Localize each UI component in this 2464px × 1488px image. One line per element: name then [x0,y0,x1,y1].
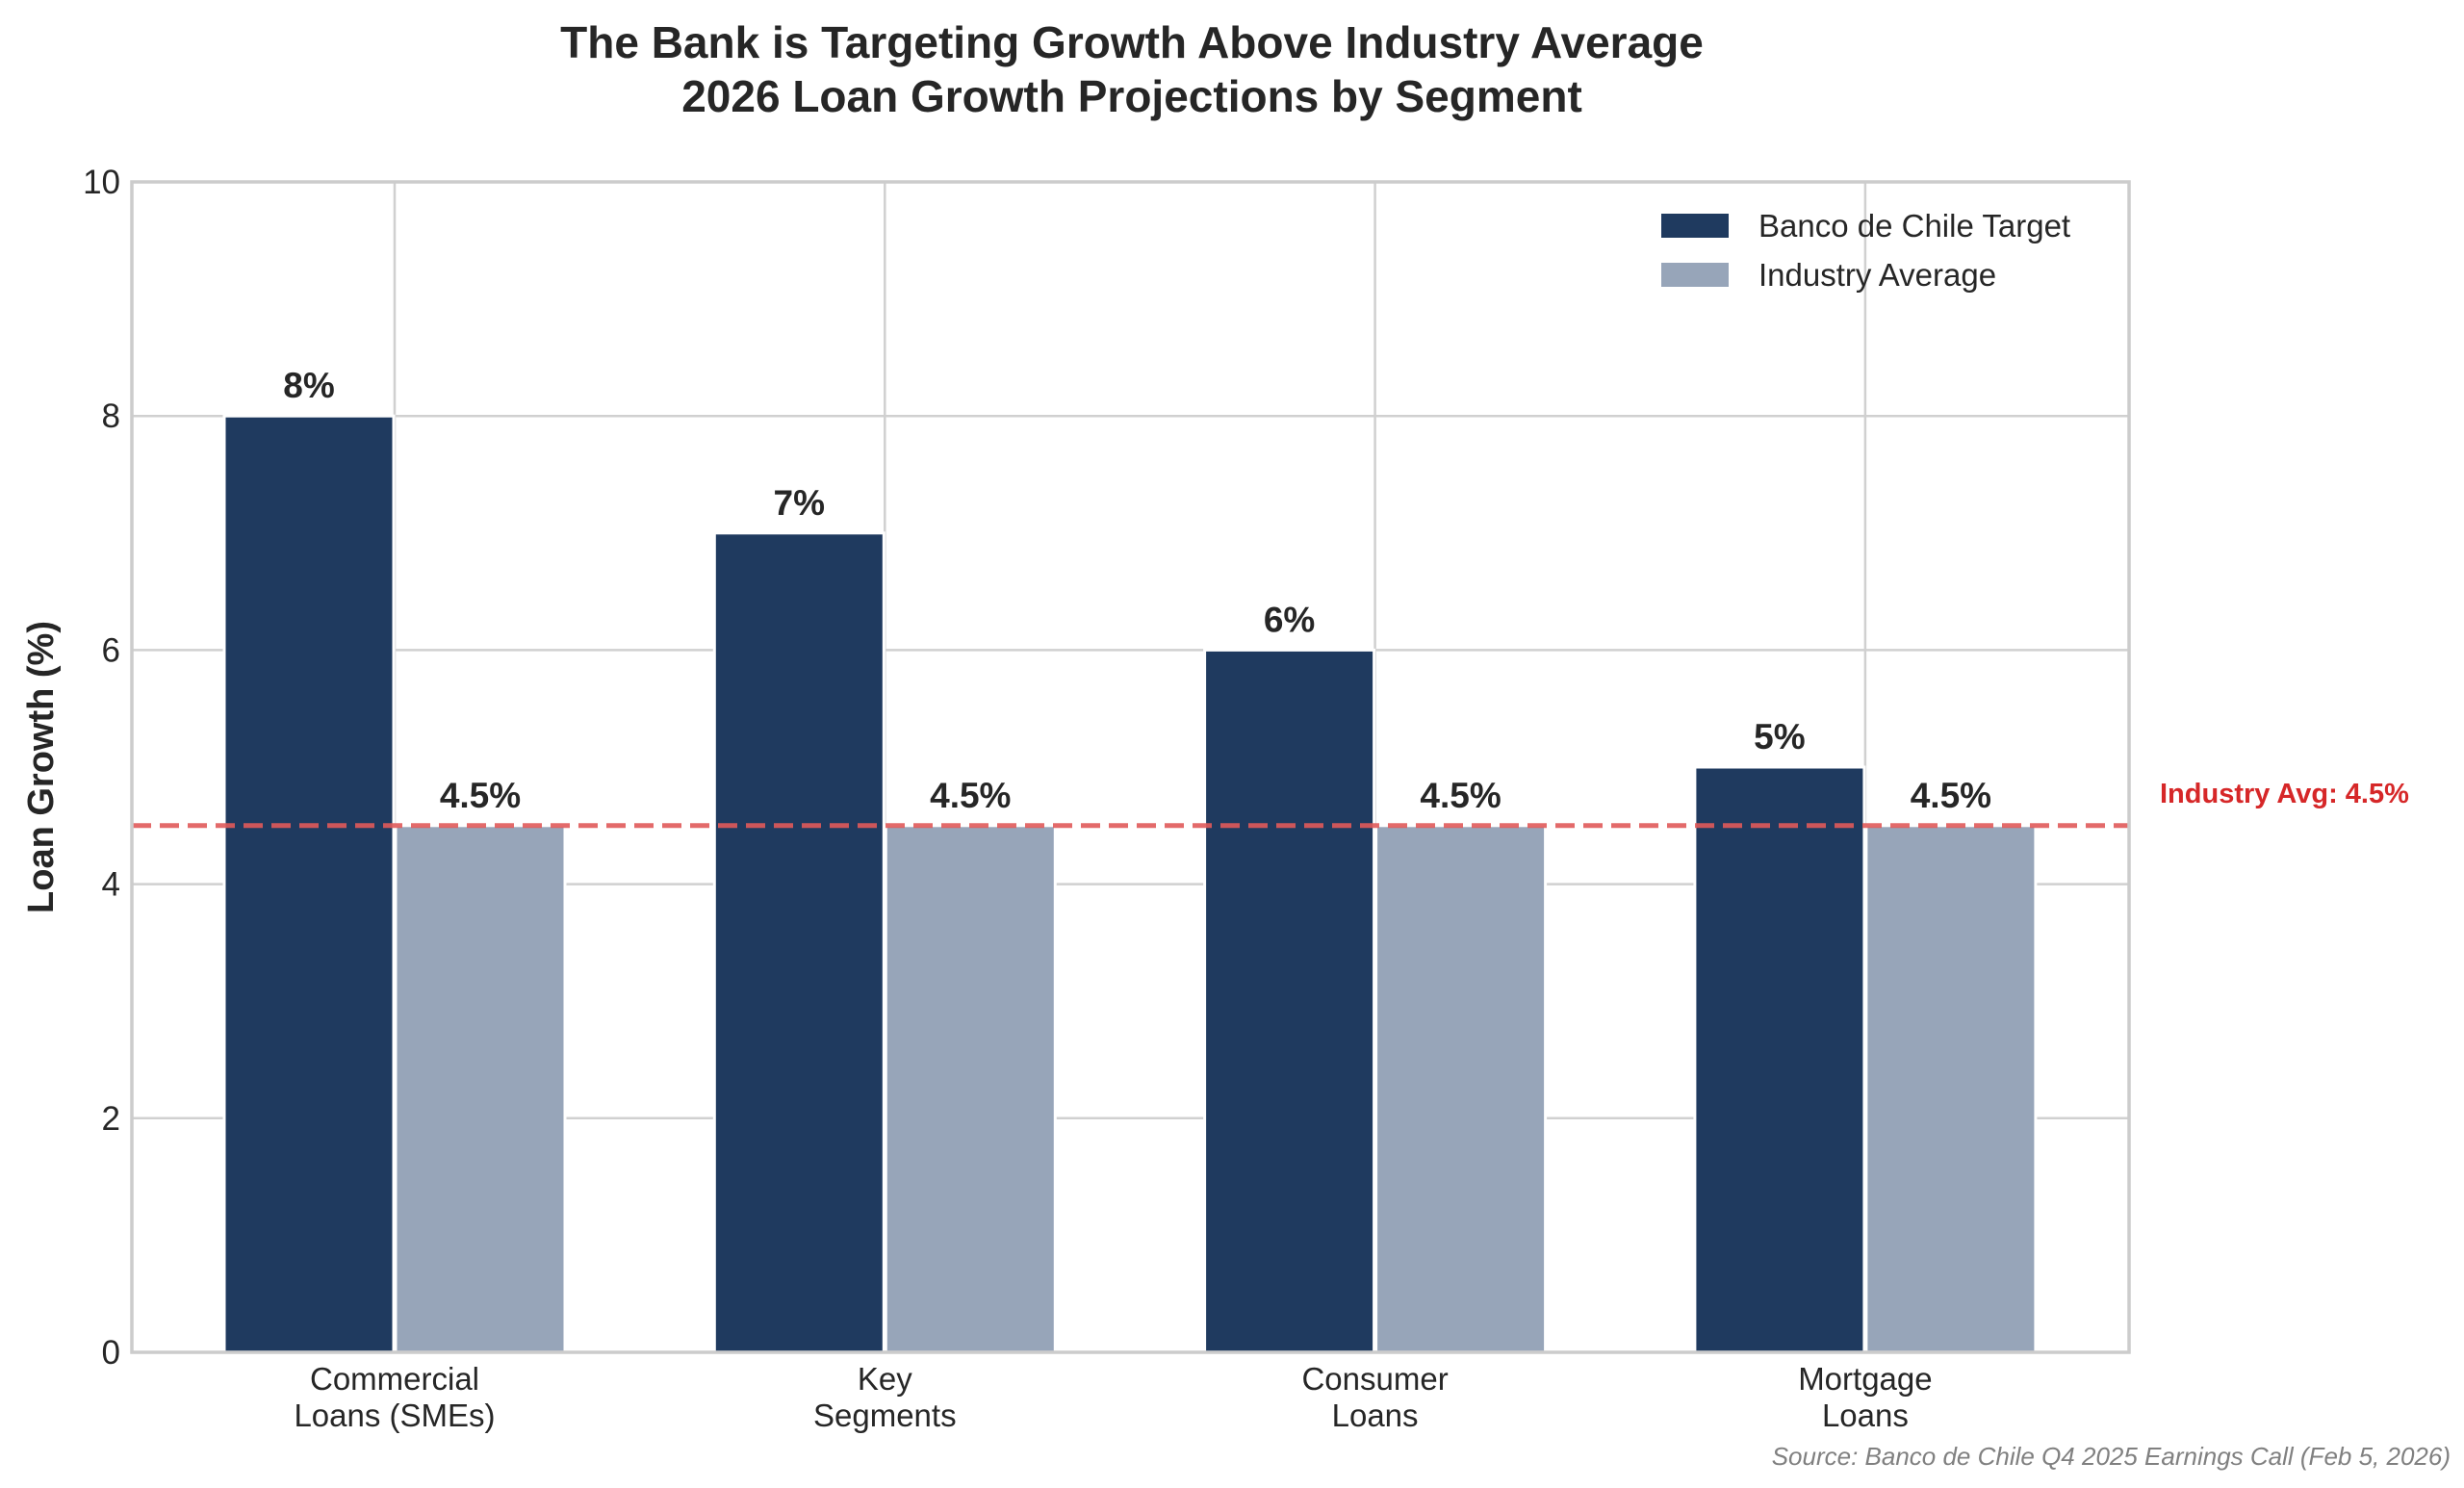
x-tick-label: Commercial Loans (SMEs) [294,1361,495,1433]
axes: 0 2 4 6 8 10 Commercial Loans (SMEs) Key Segments… [83,164,2131,1433]
reference-line-annotation: Industry Avg: 4.5% [2160,779,2409,809]
bar-label-bank-target: 5% [1754,717,1805,757]
bar-bank-target [712,531,886,1354]
legend-swatch [1661,263,1729,287]
y-tick-label: 4 [102,866,120,904]
source-note: Source: Banco de Chile Q4 2025 Earnings … [1772,1442,2451,1471]
y-tick-label: 0 [102,1334,120,1372]
chart-title-line-1: The Bank is Targeting Growth Above Indus… [560,17,1704,67]
bar-label-industry-average: 4.5% [1420,776,1501,815]
legend[interactable]: Banco de Chile Target Industry Average [1661,208,2070,293]
legend-label: Industry Average [1758,257,1996,293]
y-tick-label: 6 [102,631,120,669]
chart-title: The Bank is Targeting Growth Above Indus… [560,17,1704,121]
legend-swatch [1661,214,1729,238]
y-tick-label: 10 [83,164,120,201]
bar-bank-target [222,414,396,1354]
bar-bank-target [1693,765,1866,1354]
legend-label: Banco de Chile Target [1758,208,2070,244]
legend-item[interactable]: Industry Average [1661,257,1996,293]
x-tick-label: Key Segments [813,1361,957,1433]
bar-industry-average [1864,824,2038,1354]
y-tick-label: 2 [102,1100,120,1138]
bar-industry-average [884,824,1057,1354]
plot-frame [130,180,2131,1354]
y-axis-label: Loan Growth (%) [21,621,62,913]
chart-subtitle: 2026 Loan Growth Projections by Segment [681,71,1582,121]
legend-item[interactable]: Banco de Chile Target [1661,208,2070,244]
bar-label-bank-target: 7% [774,483,825,523]
y-tick-label: 8 [102,398,120,435]
bar-industry-average [1374,824,1548,1354]
bar-label-industry-average: 4.5% [440,776,521,815]
bar-label-bank-target: 8% [283,366,334,405]
bar-bank-target [1203,648,1376,1354]
bar-label-industry-average: 4.5% [930,776,1011,815]
bar-value-labels: 8% 7% 6% 5% 4.5% 4.5% 4.5% 4.5% [283,366,1991,815]
bar-label-bank-target: 6% [1264,600,1315,639]
bar-label-industry-average: 4.5% [1911,776,1991,815]
x-tick-label: Consumer Loans [1301,1361,1448,1433]
x-tick-label: Mortgage Loans [1798,1361,1932,1433]
bar-industry-average [394,824,567,1354]
